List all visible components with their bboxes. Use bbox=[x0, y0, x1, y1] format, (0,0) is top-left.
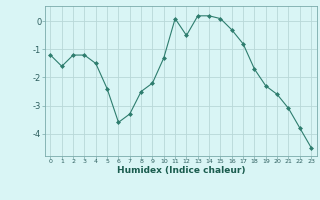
X-axis label: Humidex (Indice chaleur): Humidex (Indice chaleur) bbox=[116, 166, 245, 175]
